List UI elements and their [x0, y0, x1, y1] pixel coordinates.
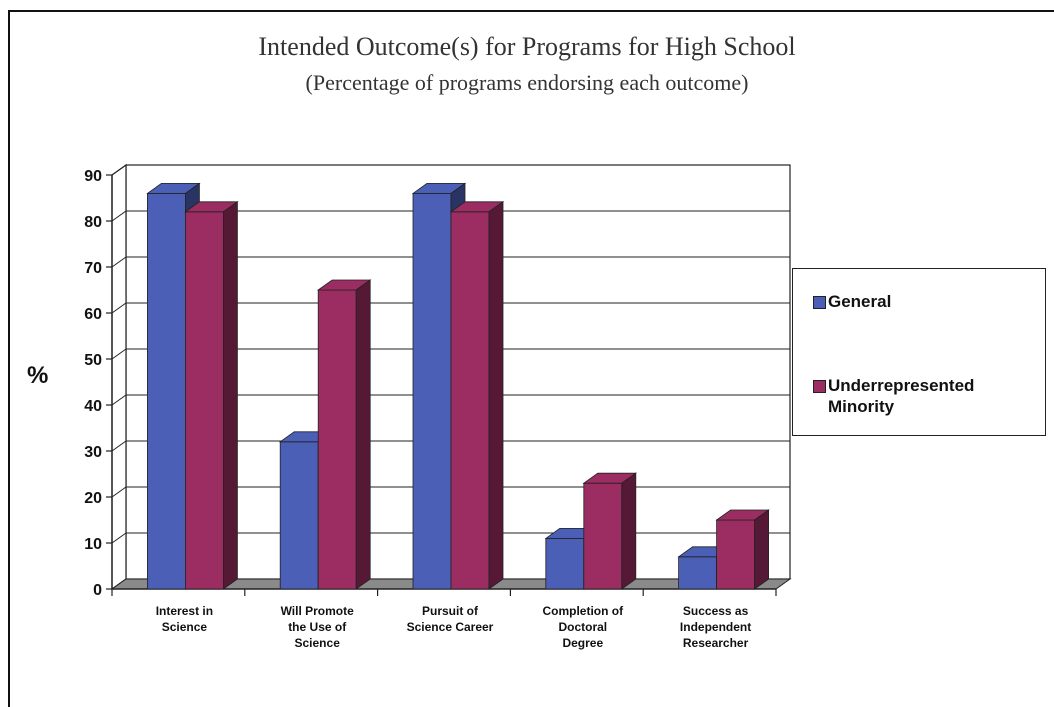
y-tick-label: 90	[84, 168, 102, 185]
gridline-side	[111, 302, 127, 314]
y-tick-label: 70	[84, 260, 102, 277]
gridline-side	[111, 440, 127, 452]
x-tick-label: Pursuit of Science Career	[407, 604, 494, 634]
plot-side-wall	[111, 163, 127, 591]
y-axis-label: %	[27, 362, 49, 389]
gridline-side	[111, 394, 127, 406]
bar-general	[545, 538, 585, 590]
plot-area: 0 10 20 30 40 50 60 70 80 90 Interest in Science Wil…	[84, 163, 792, 650]
y-tick-label: 30	[84, 444, 102, 461]
gridline-side	[111, 164, 127, 176]
x-tick-label: Interest in Science	[156, 604, 213, 634]
y-tick-label: 40	[84, 398, 102, 415]
y-tick-label: 60	[84, 306, 102, 323]
y-tick-label: 10	[84, 536, 102, 553]
bar-general	[146, 192, 186, 590]
chart-title: Intended Outcome(s) for Programs for Hig…	[258, 32, 796, 61]
bar-side	[754, 509, 769, 590]
legend-item-minority: Underrepresented Minority	[813, 375, 974, 417]
bar-side	[621, 472, 637, 590]
bar-minority	[450, 211, 490, 590]
chart-frame	[8, 10, 1054, 707]
y-tick-label: 80	[84, 214, 102, 231]
x-tick-label: Completion of Doctoral Degree	[542, 604, 624, 650]
y-tick-label: 50	[84, 352, 102, 369]
chart-subtitle: (Percentage of programs endorsing each o…	[305, 70, 749, 95]
y-tick-label: 20	[84, 490, 102, 507]
bar-side	[488, 201, 504, 590]
bar-minority	[583, 482, 623, 590]
bar-minority	[716, 519, 755, 590]
legend-swatch-general	[813, 296, 826, 309]
legend-label-general: General	[828, 292, 892, 311]
gridline-side	[111, 210, 127, 222]
y-tick-label: 0	[93, 582, 102, 599]
x-tick-label: Will Promote the Use of Science	[281, 604, 355, 650]
gridline-side	[111, 256, 127, 268]
gridline-side	[111, 532, 127, 544]
bar-minority	[184, 211, 224, 590]
bar-general	[678, 556, 717, 590]
legend: General Underrepresented Minority	[792, 268, 1046, 436]
legend-swatch-minority	[813, 380, 826, 393]
gridline-side	[111, 486, 127, 498]
bar-minority	[317, 289, 357, 590]
legend-item-general: General	[813, 291, 891, 312]
x-tick-label: Success as Independent Researcher	[680, 604, 751, 650]
gridline-side	[111, 348, 127, 360]
legend-label-minority: Underrepresented Minority	[828, 376, 975, 416]
bar-general	[412, 192, 452, 590]
bar-general	[279, 441, 319, 590]
bar-side	[355, 279, 371, 590]
bar-side	[222, 201, 238, 590]
